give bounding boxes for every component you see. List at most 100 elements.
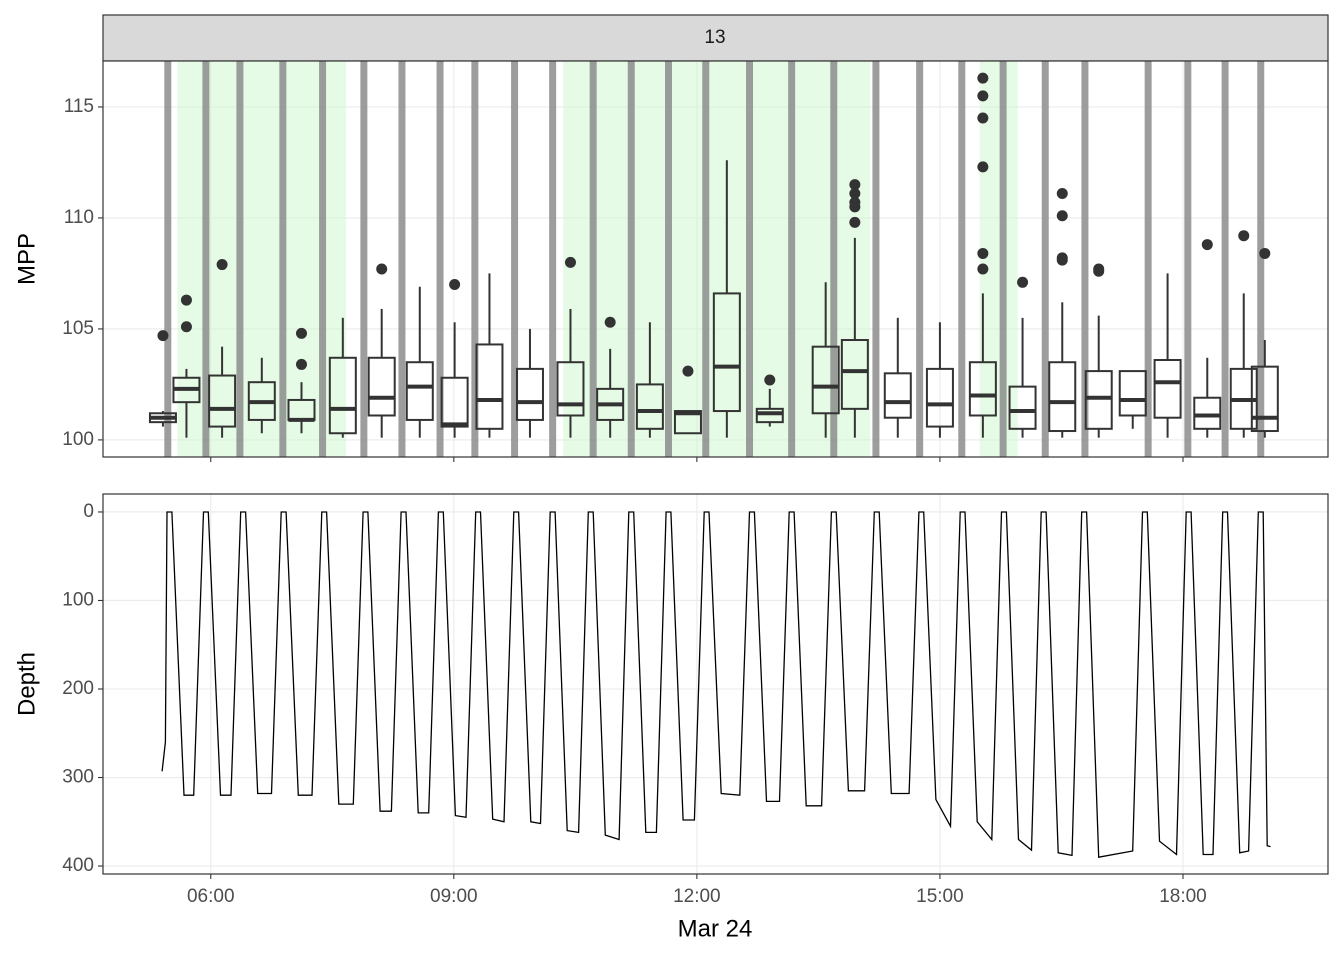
surface-bar (164, 61, 172, 457)
outlier (216, 259, 228, 271)
box (405, 361, 434, 421)
surface-bar (1257, 61, 1265, 457)
box (712, 292, 741, 413)
surface-bar (872, 61, 880, 457)
outlier (1056, 210, 1068, 222)
outlier (977, 263, 989, 275)
surface-bar (958, 61, 966, 457)
surface-bar (627, 61, 635, 457)
outlier (682, 365, 694, 377)
outlier (977, 72, 989, 84)
box (811, 345, 840, 415)
x-tick-label: 18:00 (1159, 886, 1207, 907)
y-tick-label: 110 (64, 207, 94, 228)
surface-bar (830, 61, 838, 457)
outlier (849, 179, 861, 191)
box (1153, 358, 1182, 419)
outlier (295, 358, 307, 370)
y-tick-label: 300 (62, 767, 94, 788)
outlier (1093, 265, 1105, 277)
box (208, 374, 237, 428)
surface-bar (279, 61, 287, 457)
surface-bar (999, 61, 1007, 457)
outlier (564, 256, 576, 268)
box (840, 339, 869, 410)
surface-bar (589, 61, 597, 457)
box (1008, 385, 1037, 430)
box (475, 343, 504, 430)
y-axis-title: Depth (13, 652, 40, 716)
surface-bar (788, 61, 796, 457)
surface-bar (319, 61, 327, 457)
box (925, 367, 954, 428)
outlier (180, 294, 192, 306)
outlier (977, 112, 989, 124)
facet-label: 13 (704, 27, 725, 48)
outlier (449, 279, 461, 291)
y-tick-label: 200 (62, 678, 94, 699)
surface-bar (1221, 61, 1229, 457)
outlier (764, 374, 776, 386)
box (556, 361, 585, 417)
box (515, 367, 544, 421)
x-tick-label: 09:00 (430, 886, 478, 907)
box (440, 376, 469, 428)
outlier (849, 201, 861, 213)
box (673, 410, 702, 435)
outlier (157, 330, 169, 342)
outlier (849, 216, 861, 228)
outlier (376, 263, 388, 275)
x-tick-label: 06:00 (187, 886, 235, 907)
outlier (849, 188, 861, 200)
panel-background (103, 494, 1328, 874)
surface-bar (1081, 61, 1089, 457)
surface-bar (916, 61, 924, 457)
y-tick-label: 115 (64, 96, 94, 117)
panel-border (102, 493, 1329, 875)
depth-line (161, 511, 1271, 858)
outlier (1056, 254, 1068, 266)
outlier (977, 90, 989, 102)
surface-bar (702, 61, 710, 457)
outlier (977, 247, 989, 259)
y-tick-label: 100 (62, 590, 94, 611)
box (755, 407, 784, 424)
box (635, 383, 664, 430)
outlier (295, 327, 307, 339)
surface-bar (360, 61, 368, 457)
outlier (1201, 239, 1213, 251)
surface-bar (398, 61, 406, 457)
surface-bar (665, 61, 673, 457)
box (968, 361, 997, 417)
outlier (977, 161, 989, 173)
box (1193, 396, 1222, 430)
outlier (604, 316, 616, 328)
box (883, 372, 912, 419)
surface-bar (1144, 61, 1152, 457)
y-tick-label: 400 (62, 855, 94, 876)
x-tick-label: 15:00 (916, 886, 964, 907)
surface-bar (236, 61, 244, 457)
box (1048, 361, 1077, 433)
outlier (180, 321, 192, 333)
panel-border (102, 60, 1329, 458)
surface-bar (746, 61, 754, 457)
y-tick-label: 100 (62, 429, 94, 450)
box (328, 356, 357, 435)
surface-bar (1184, 61, 1192, 457)
box (1118, 370, 1147, 417)
box (1084, 370, 1113, 430)
surface-bar (549, 61, 557, 457)
outlier (1238, 230, 1250, 242)
x-axis-title: Mar 24 (678, 915, 753, 942)
box (367, 356, 396, 417)
facet-strip (102, 14, 1329, 62)
surface-bar (471, 61, 479, 457)
surface-bar (202, 61, 210, 457)
box (1250, 365, 1279, 433)
shaded-interval (563, 61, 871, 457)
x-tick-label: 12:00 (673, 886, 721, 907)
y-axis-title: MPP (13, 233, 40, 285)
